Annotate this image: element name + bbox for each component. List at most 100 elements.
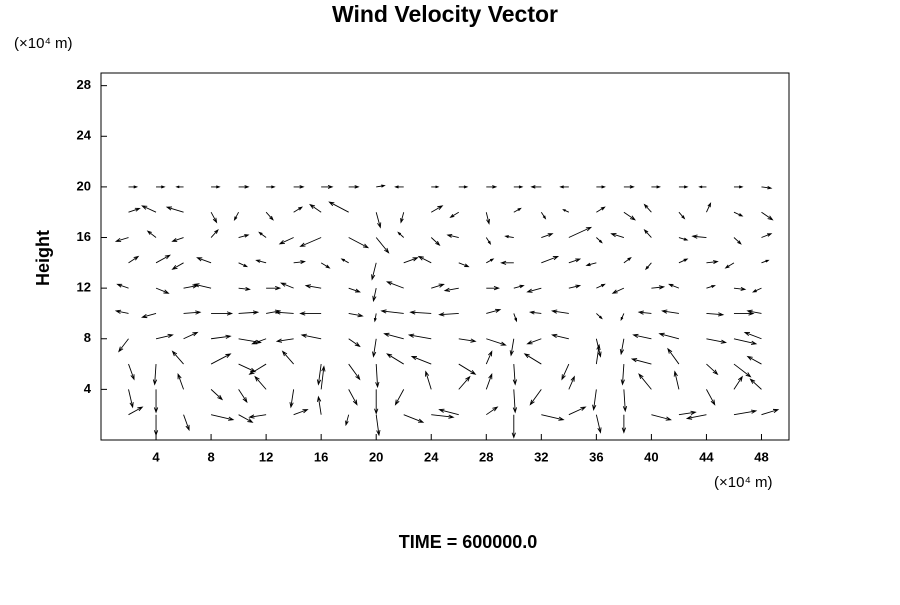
- wind-arrow: [706, 338, 728, 344]
- wind-arrow: [551, 309, 569, 314]
- wind-arrow: [512, 364, 517, 386]
- wind-arrow: [345, 414, 350, 427]
- wind-arrow: [458, 185, 469, 189]
- wind-arrow: [400, 212, 405, 224]
- wind-arrow: [410, 355, 432, 365]
- wind-arrow: [733, 409, 758, 416]
- wind-arrow: [485, 212, 490, 225]
- wind-arrow: [568, 258, 582, 264]
- x-tick-label: 24: [424, 449, 439, 464]
- wind-arrow: [540, 211, 547, 220]
- wind-arrow: [397, 231, 405, 238]
- wind-arrow: [258, 231, 267, 238]
- wind-arrow: [559, 185, 569, 189]
- wind-arrow: [485, 372, 493, 390]
- wind-arrow: [293, 206, 304, 213]
- wind-arrow: [372, 288, 377, 303]
- wind-arrow: [171, 237, 184, 242]
- wind-arrow: [374, 389, 379, 415]
- wind-arrow: [622, 389, 628, 413]
- wind-arrow: [651, 414, 672, 421]
- wind-arrow: [118, 338, 129, 353]
- wind-arrow: [238, 185, 250, 189]
- wind-arrow: [375, 364, 380, 389]
- wind-arrow: [458, 363, 477, 375]
- wind-arrow: [513, 185, 524, 189]
- wind-arrow: [486, 308, 502, 314]
- wind-arrow: [300, 333, 322, 340]
- wind-arrow: [504, 235, 514, 239]
- wind-arrow: [541, 256, 560, 264]
- wind-arrow: [623, 211, 636, 221]
- wind-arrow: [685, 414, 707, 420]
- wind-arrow: [328, 201, 349, 213]
- wind-arrow: [752, 287, 762, 293]
- wind-arrow: [155, 254, 171, 264]
- wind-arrow: [156, 185, 166, 189]
- wind-arrow: [596, 206, 606, 213]
- wind-arrow: [165, 206, 184, 213]
- wind-arrow: [678, 258, 689, 264]
- wind-arrow: [637, 310, 652, 315]
- wind-arrow: [678, 237, 689, 241]
- wind-arrow: [485, 350, 493, 365]
- wind-arrow: [568, 284, 582, 289]
- x-tick-label: 36: [589, 449, 603, 464]
- wind-arrow: [320, 365, 326, 390]
- wind-arrow: [733, 287, 747, 291]
- wind-arrow: [761, 185, 773, 190]
- y-tick-label: 12: [77, 280, 91, 295]
- wind-arrow: [114, 309, 129, 314]
- wind-arrow: [278, 237, 294, 245]
- wind-arrow: [658, 332, 680, 340]
- wind-arrow: [449, 211, 459, 218]
- wind-arrow: [509, 338, 515, 357]
- plot-frame: [100, 72, 790, 441]
- wind-arrow: [761, 233, 773, 238]
- wind-arrow: [486, 406, 499, 416]
- wind-arrow: [386, 353, 404, 365]
- wind-arrow: [317, 395, 322, 415]
- wind-arrow: [541, 233, 554, 238]
- wind-arrow: [375, 414, 381, 437]
- wind-arrow: [210, 353, 232, 365]
- wind-arrow: [238, 414, 254, 423]
- wind-arrow: [348, 185, 360, 189]
- wind-arrow: [661, 309, 679, 314]
- wind-arrow: [309, 203, 322, 213]
- wind-arrow: [743, 331, 762, 340]
- y-tick-label: 4: [84, 381, 92, 396]
- wind-arrow: [293, 409, 309, 416]
- wind-arrow: [407, 333, 432, 340]
- wind-arrow: [431, 205, 444, 213]
- wind-arrow: [211, 185, 221, 189]
- wind-arrow: [528, 310, 542, 315]
- wind-arrow: [183, 331, 199, 340]
- wind-arrow: [128, 185, 139, 189]
- wind-arrow: [596, 283, 606, 289]
- wind-arrow: [568, 406, 587, 416]
- wind-arrow: [678, 211, 686, 220]
- wind-arrow: [458, 262, 470, 268]
- wind-arrow: [706, 363, 719, 376]
- wind-arrow: [128, 406, 144, 416]
- wind-arrow: [733, 375, 743, 390]
- wind-arrow: [592, 389, 597, 411]
- wind-arrow: [114, 237, 129, 243]
- wind-arrow: [348, 287, 361, 293]
- wind-arrow: [403, 257, 419, 264]
- wind-arrow: [316, 364, 322, 386]
- wind-arrow: [238, 338, 262, 344]
- y-tick-label: 16: [77, 229, 91, 244]
- wind-arrow: [706, 202, 712, 213]
- x-tick-label: 4: [152, 449, 160, 464]
- wind-arrow: [562, 209, 570, 213]
- wind-arrow: [486, 185, 498, 189]
- wind-arrow: [375, 237, 390, 254]
- x-tick-label: 40: [644, 449, 658, 464]
- wind-arrow: [595, 414, 602, 434]
- wind-arrow: [596, 313, 603, 320]
- wind-arrow: [443, 287, 459, 292]
- wind-arrow: [289, 389, 295, 409]
- wind-arrow: [513, 313, 518, 323]
